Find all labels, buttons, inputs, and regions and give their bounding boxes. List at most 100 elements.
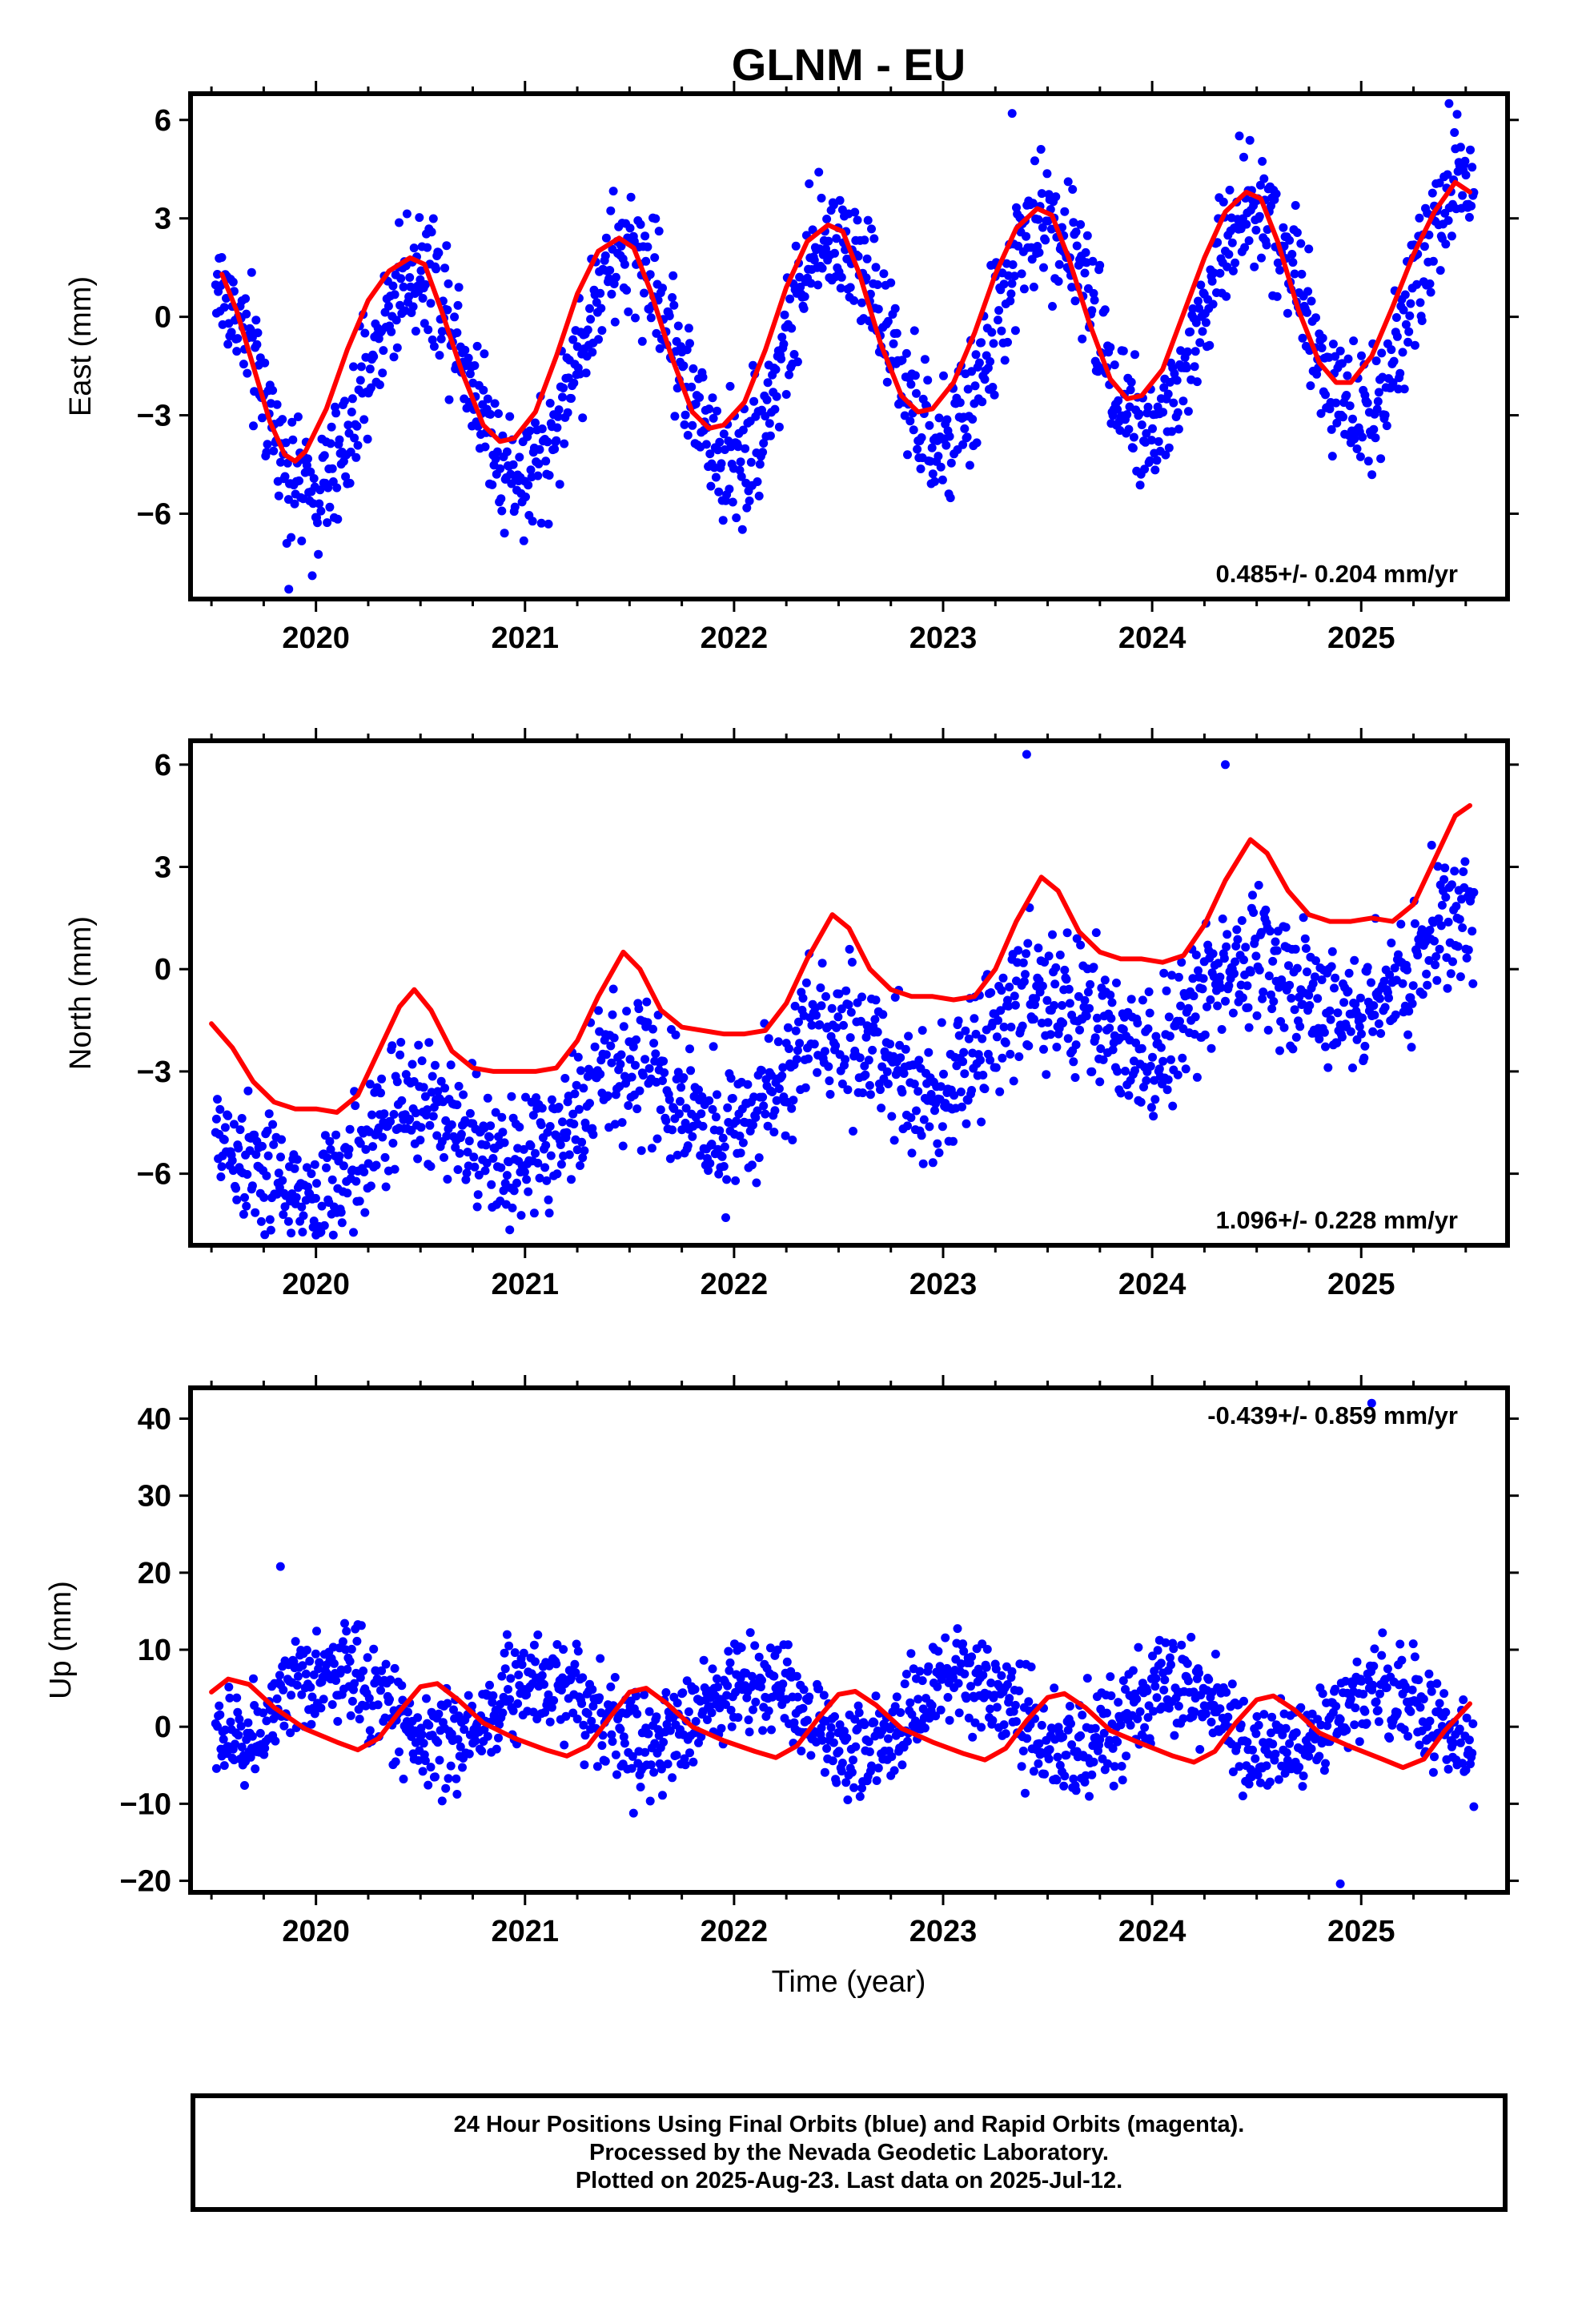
east-data-point xyxy=(1030,156,1039,166)
north-data-point xyxy=(1148,1052,1157,1062)
north-data-point xyxy=(816,983,825,992)
up-data-point xyxy=(416,1723,426,1733)
east-data-point xyxy=(558,392,567,402)
east-data-point xyxy=(243,368,252,378)
up-data-point xyxy=(226,1717,235,1727)
north-data-point xyxy=(1218,914,1227,923)
east-fit-line xyxy=(219,179,1472,464)
up-data-point xyxy=(659,1738,669,1747)
east-data-point xyxy=(813,280,823,290)
up-data-point xyxy=(571,1668,580,1678)
east-data-point xyxy=(332,483,342,493)
north-data-point xyxy=(1005,983,1014,991)
north-data-point xyxy=(711,1112,721,1122)
up-data-point xyxy=(570,1659,580,1669)
north-data-point xyxy=(1435,944,1444,954)
east-data-point xyxy=(1182,347,1192,356)
up-data-point xyxy=(306,1683,315,1692)
east-data-point xyxy=(737,472,746,481)
up-data-point xyxy=(958,1639,968,1649)
north-data-point xyxy=(1023,939,1033,948)
north-data-point xyxy=(1265,927,1275,936)
east-data-point xyxy=(387,327,396,336)
east-data-point xyxy=(1186,327,1195,336)
east-data-point xyxy=(714,487,724,497)
up-data-point xyxy=(240,1781,249,1790)
north-data-point xyxy=(1398,979,1407,988)
up-data-point xyxy=(435,1755,444,1765)
up-data-point xyxy=(505,1695,515,1704)
north-data-point xyxy=(521,1092,530,1102)
north-data-point xyxy=(1091,928,1101,938)
up-data-point xyxy=(297,1690,307,1699)
north-data-point xyxy=(1231,957,1240,967)
east-data-point xyxy=(759,439,769,448)
up-data-point xyxy=(355,1673,365,1683)
north-data-point xyxy=(912,1106,921,1116)
up-data-point xyxy=(1281,1723,1291,1733)
north-data-point xyxy=(339,1161,348,1171)
up-data-point xyxy=(1299,1771,1308,1781)
north-data-point xyxy=(1062,928,1072,938)
north-data-point xyxy=(1453,942,1463,951)
east-data-point xyxy=(942,415,952,424)
north-data-point xyxy=(529,1208,539,1218)
north-data-point xyxy=(488,1154,498,1163)
north-data-point xyxy=(1069,1057,1078,1067)
up-data-point xyxy=(447,1729,456,1739)
north-data-point xyxy=(876,1085,885,1095)
east-data-point xyxy=(239,360,248,369)
up-data-point xyxy=(311,1649,320,1659)
east-data-point xyxy=(1228,266,1238,275)
north-data-point xyxy=(1118,1025,1128,1034)
up-data-point xyxy=(1069,1774,1078,1783)
east-data-point xyxy=(1306,381,1315,391)
north-data-point xyxy=(567,1175,576,1184)
east-data-point xyxy=(1173,408,1182,417)
up-data-point xyxy=(1428,1767,1438,1777)
east-data-point xyxy=(738,425,748,435)
north-data-point xyxy=(1359,1053,1369,1063)
north-data-point xyxy=(1403,965,1411,975)
east-data-point xyxy=(1303,287,1313,296)
up-data-point xyxy=(232,1693,242,1703)
north-data-point xyxy=(259,1192,269,1202)
east-data-point xyxy=(1304,244,1314,254)
up-data-point xyxy=(1458,1759,1468,1768)
east-frame xyxy=(188,91,1510,601)
north-data-point xyxy=(995,1087,1005,1096)
north-data-point xyxy=(1146,1061,1155,1071)
east-data-point xyxy=(352,421,362,431)
north-data-point xyxy=(1363,963,1372,972)
up-data-point xyxy=(433,1738,443,1747)
east-data-point xyxy=(1271,189,1281,199)
east-data-point xyxy=(553,412,563,421)
east-data-point xyxy=(327,422,336,432)
north-data-point xyxy=(1108,1045,1118,1055)
east-data-point xyxy=(1110,360,1119,370)
up-data-point xyxy=(597,1741,607,1751)
up-data-point xyxy=(931,1711,941,1721)
north-data-point xyxy=(535,1173,544,1183)
north-data-point xyxy=(673,1150,682,1160)
north-data-point xyxy=(638,1071,648,1080)
north-data-point xyxy=(1052,1043,1062,1051)
east-data-point xyxy=(246,325,255,335)
north-data-point xyxy=(1159,968,1169,978)
up-data-point xyxy=(514,1671,524,1679)
north-data-point xyxy=(788,1136,797,1144)
up-data-point xyxy=(883,1734,893,1743)
north-data-point xyxy=(431,1060,440,1070)
east-data-point xyxy=(610,317,620,327)
east-data-point xyxy=(1219,197,1228,207)
north-data-point xyxy=(309,1216,319,1226)
east-data-point xyxy=(578,413,588,423)
up-data-point xyxy=(708,1664,717,1674)
up-data-point xyxy=(1201,1709,1211,1719)
east-data-point xyxy=(1255,211,1264,221)
east-data-point xyxy=(652,328,661,338)
north-data-point xyxy=(568,1109,578,1119)
north-data-point xyxy=(844,1000,853,1010)
up-data-point xyxy=(1335,1879,1345,1888)
east-data-point xyxy=(1087,306,1097,316)
